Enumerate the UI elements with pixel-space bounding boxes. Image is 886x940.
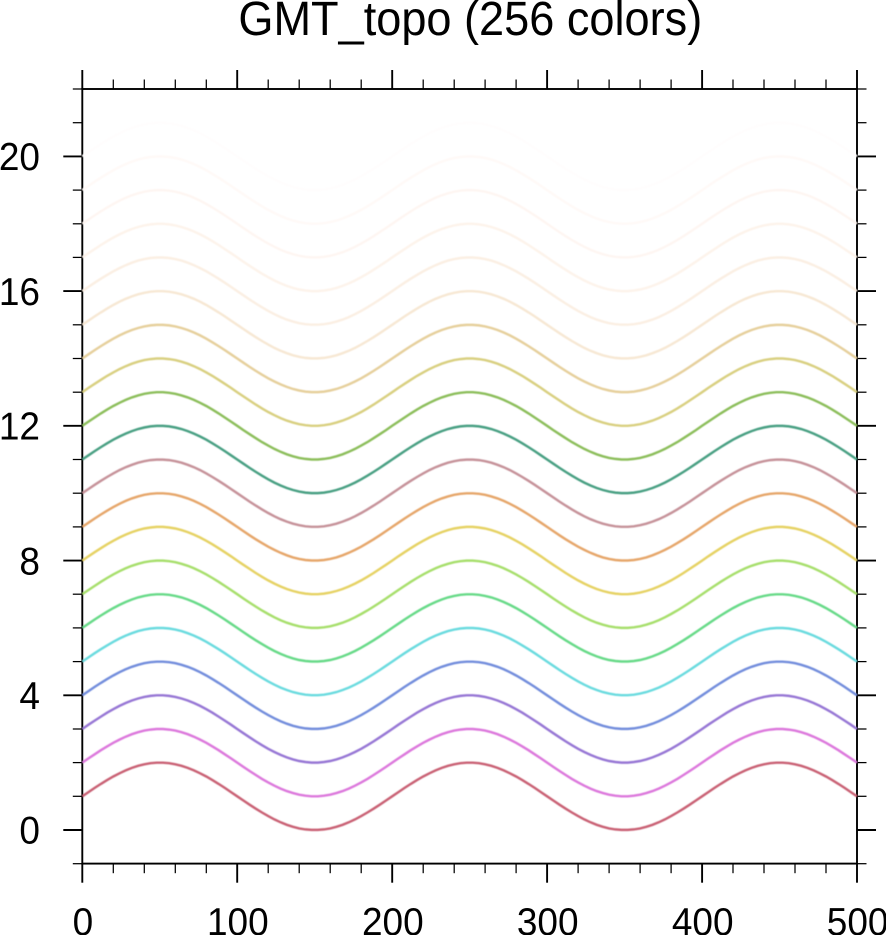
- svg-text:4: 4: [19, 674, 40, 717]
- svg-text:12: 12: [0, 405, 40, 448]
- svg-text:16: 16: [0, 270, 40, 313]
- svg-text:100: 100: [207, 900, 269, 935]
- svg-text:8: 8: [19, 540, 40, 583]
- svg-text:400: 400: [672, 900, 734, 935]
- svg-text:0: 0: [73, 900, 94, 935]
- svg-text:GMT_topo (256 colors): GMT_topo (256 colors): [238, 0, 702, 45]
- svg-text:500: 500: [827, 900, 886, 935]
- svg-text:20: 20: [0, 135, 40, 178]
- svg-text:300: 300: [517, 900, 579, 935]
- svg-text:200: 200: [362, 900, 424, 935]
- svg-text:0: 0: [19, 809, 40, 852]
